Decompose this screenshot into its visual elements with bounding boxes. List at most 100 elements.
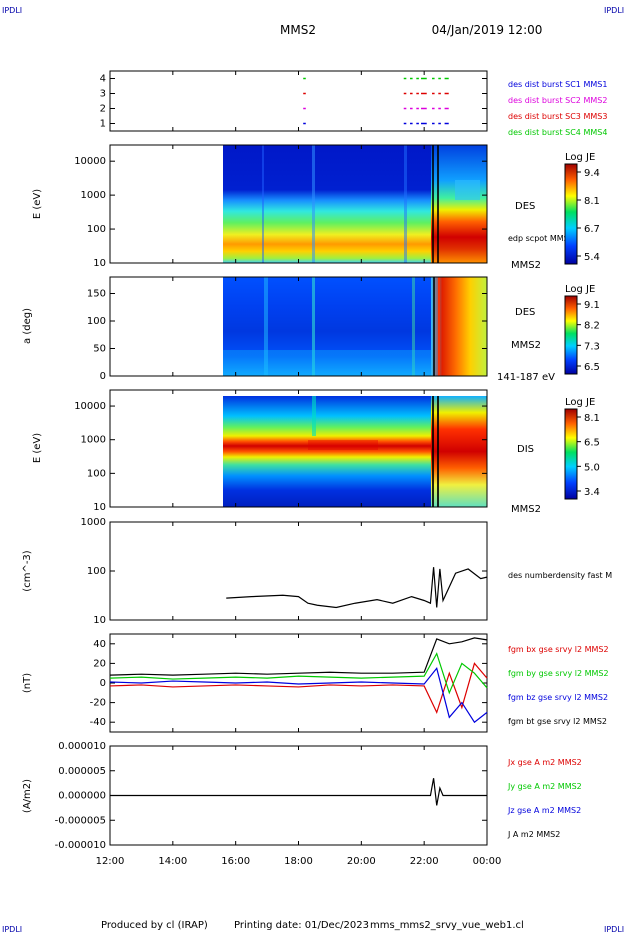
- bfield-series-line: [109, 666, 488, 724]
- y-tick-label: 0: [100, 371, 106, 382]
- corner-label-top-right: IPDLI: [604, 6, 624, 15]
- bfield-legend-item: fgm by gse srvy l2 MMS2: [508, 669, 609, 678]
- y-tick-label: 0.000005: [58, 766, 106, 777]
- des-pitch-corner-label: 141-187 eV: [497, 372, 555, 383]
- colorbar-tick-label: 8.2: [584, 321, 600, 332]
- colorbar-tick-label: 3.4: [584, 487, 600, 498]
- y-tick-label: 100: [87, 566, 106, 577]
- y-tick-label: 0.000000: [58, 791, 106, 802]
- burst-frame: [109, 70, 488, 132]
- density-panel: 1000 100 10 (cm^-3) des numberdensity fast…: [22, 517, 612, 626]
- y-tick-label: 10: [93, 258, 106, 269]
- magnetic-field-panel: 40 20 0 -20 -40 (nT) fgm bx gse srvy l2 MMS2…: [22, 633, 609, 733]
- spacecraft-title: MMS2: [280, 23, 316, 37]
- y-tick-label: 2: [100, 104, 106, 115]
- y-tick-label: -20: [90, 698, 106, 709]
- y-tick-label: 40: [93, 639, 106, 650]
- current-legend-item: Jy gse A m2 MMS2: [507, 782, 582, 791]
- produced-by: Produced by cl (IRAP): [101, 920, 208, 931]
- colorbar-tick-label: 7.3: [584, 341, 600, 352]
- printing-date: Printing date: 01/Dec/2023: [234, 920, 369, 931]
- time-tick-label: 18:00: [284, 856, 313, 867]
- y-tick-label: 10: [93, 615, 106, 626]
- colorbar-tick-label: 6.5: [584, 362, 600, 373]
- time-tick-label: 14:00: [158, 856, 187, 867]
- des-energy-corner-label: MMS2: [511, 260, 541, 271]
- burst-legend-item: des dist burst SC2 MMS2: [508, 96, 607, 105]
- y-tick-label: 10: [93, 502, 106, 513]
- magnetic-field-ylabel: (nT): [22, 673, 33, 693]
- current-density-panel: 0.000010 0.000005 0.000000 -0.000005 -0.0000…: [22, 741, 582, 851]
- y-tick-label: 10000: [74, 156, 106, 167]
- burst-panel: 4 3 2 1 des dist burst SC1 MMS1 des dist bur…: [100, 70, 607, 137]
- dis-energy-spectrogram-late: [431, 396, 487, 507]
- colorbar-title: Log JE: [565, 152, 595, 163]
- des-energy-spectrogram: [223, 145, 431, 263]
- des-pitch-label: DES: [515, 307, 535, 318]
- y-tick-label: 100: [87, 224, 106, 235]
- des-pitch-ylabel: a (deg): [22, 308, 33, 344]
- bfield-legend-item: fgm bx gse srvy l2 MMS2: [508, 645, 609, 654]
- density-frame: [109, 521, 488, 621]
- bfield-series-line: [109, 637, 488, 676]
- colorbar-title: Log JE: [565, 397, 595, 408]
- des-energy-panel: 10000 1000 100 10 E (eV) DES edp scpot MMS2…: [32, 144, 600, 271]
- corner-label-top-left: IPDLI: [2, 6, 22, 15]
- y-tick-label: 0.000010: [58, 741, 106, 752]
- time-tick-label: 16:00: [221, 856, 250, 867]
- y-tick-label: 0: [100, 678, 106, 689]
- burst-legend-item: des dist burst SC4 MMS4: [508, 128, 607, 137]
- dis-energy-panel: 10000 1000 100 10 E (eV) DIS MMS2 Log JE 8.1…: [32, 389, 600, 515]
- des-pitch-spectrogram: [223, 277, 431, 376]
- bfield-series-line: [109, 652, 488, 695]
- y-tick-label: -0.000005: [55, 815, 106, 826]
- current-legend-item: Jx gse A m2 MMS2: [507, 758, 582, 767]
- y-tick-label: 20: [93, 658, 106, 669]
- colorbar-tick-label: 6.7: [584, 224, 600, 235]
- des-pitch-sub-label: MMS2: [511, 340, 541, 351]
- burst-legend-item: des dist burst SC3 MMS3: [508, 112, 607, 121]
- current-density-ylabel: (A/m2): [22, 779, 33, 813]
- y-tick-label: 50: [93, 344, 106, 355]
- dis-energy-ylabel: E (eV): [32, 433, 43, 463]
- corner-label-bottom-right: IPDLI: [604, 925, 624, 934]
- colorbar-tick-label: 8.1: [584, 413, 600, 424]
- density-line: [226, 567, 488, 609]
- bfield-legend-item: fgm bz gse srvy l2 MMS2: [508, 693, 608, 702]
- colorbar-tick-label: 5.4: [584, 252, 600, 263]
- des-energy-annotation: edp scpot MMS2: [508, 234, 574, 243]
- colorbar-title: Log JE: [565, 284, 595, 295]
- magnetic-field-frame: [109, 633, 488, 733]
- des-pitch-striations: [223, 277, 440, 376]
- burst-legend-item: des dist burst SC1 MMS1: [508, 80, 607, 89]
- y-tick-label: 4: [100, 74, 106, 85]
- time-tick-label: 22:00: [410, 856, 439, 867]
- y-tick-label: 10000: [74, 401, 106, 412]
- dis-energy-spectrogram: [223, 396, 431, 507]
- des-energy-spectrogram-late: [431, 145, 487, 263]
- colorbar-tick-label: 9.4: [584, 168, 600, 179]
- datetime-title: 04/Jan/2019 12:00: [432, 23, 543, 37]
- bfield-series-line: [109, 662, 488, 715]
- colorbar: [564, 408, 578, 500]
- dis-energy-striations: [308, 396, 439, 507]
- y-tick-label: -40: [90, 717, 106, 728]
- des-energy-label: DES: [515, 201, 535, 212]
- des-pitch-spectrogram-late: [431, 277, 487, 376]
- des-energy-striations: [262, 145, 480, 263]
- density-series-name: des numberdensity fast M: [508, 571, 612, 580]
- current-legend-item: Jz gse A m2 MMS2: [507, 806, 581, 815]
- bfield-legend-item: fgm bt gse srvy l2 MMS2: [508, 717, 607, 726]
- y-tick-label: 3: [100, 89, 106, 100]
- corner-label-bottom-left: IPDLI: [2, 925, 22, 934]
- y-tick-label: 150: [87, 289, 106, 300]
- current-legend-item: J A m2 MMS2: [507, 830, 560, 839]
- density-ylabel: (cm^-3): [22, 550, 33, 591]
- time-tick-label: 12:00: [96, 856, 125, 867]
- y-tick-label: 1: [100, 119, 106, 130]
- colorbar-tick-label: 9.1: [584, 300, 600, 311]
- des-pitch-panel: 150 100 50 0 a (deg) DES MMS2 141-187 eV Lo…: [22, 276, 600, 383]
- y-tick-label: 1000: [81, 435, 106, 446]
